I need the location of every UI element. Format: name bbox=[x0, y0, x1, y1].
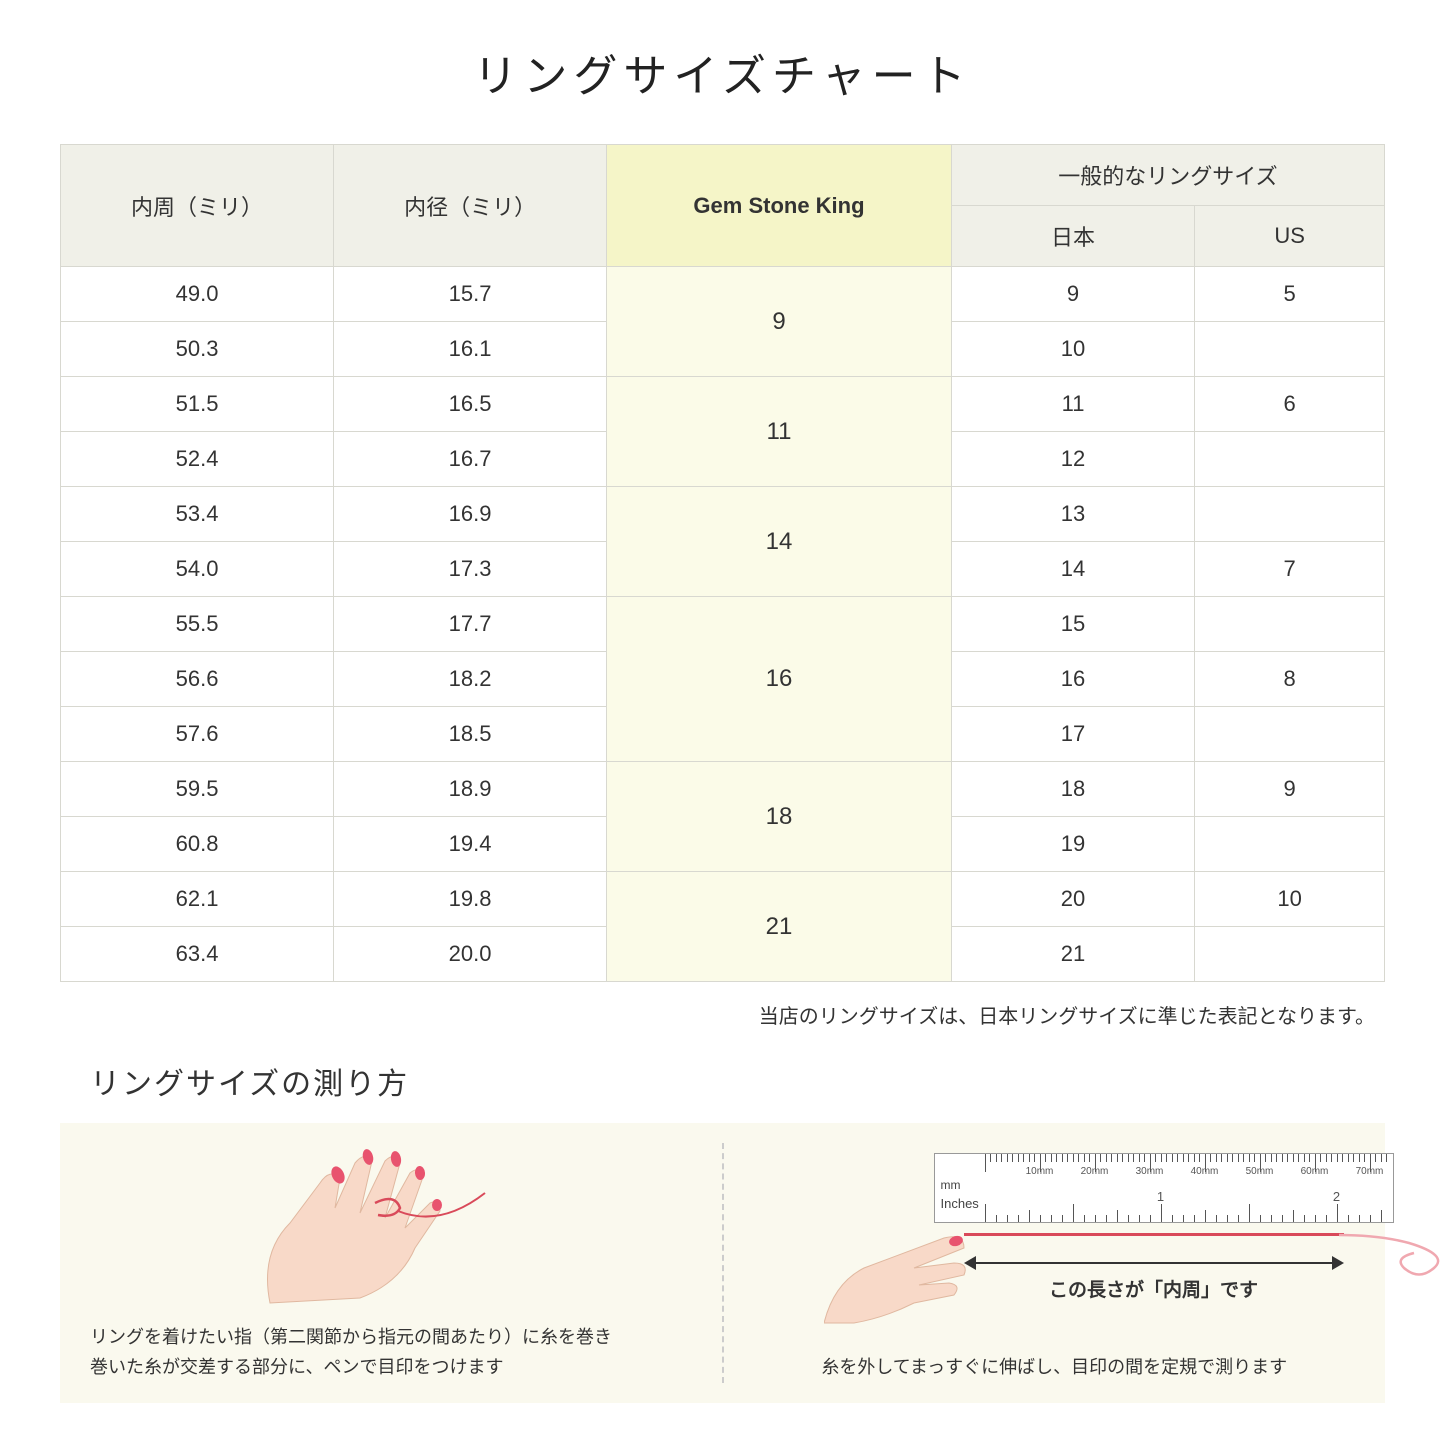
col-us: US bbox=[1195, 206, 1385, 267]
cell-diam: 18.9 bbox=[334, 762, 607, 817]
table-row: 53.416.91413 bbox=[61, 487, 1385, 542]
cell-circ: 49.0 bbox=[61, 267, 334, 322]
cell-us: 7 bbox=[1195, 542, 1385, 597]
thread-line bbox=[964, 1233, 1344, 1236]
cell-gsk: 11 bbox=[607, 377, 952, 487]
ruler-mm-label: mm bbox=[941, 1178, 961, 1192]
cell-gsk: 9 bbox=[607, 267, 952, 377]
cell-jp: 10 bbox=[951, 322, 1194, 377]
cell-gsk: 18 bbox=[607, 762, 952, 872]
cell-us: 8 bbox=[1195, 652, 1385, 707]
step-2-text: 糸を外してまっすぐに伸ばし、目印の間を定規で測ります bbox=[754, 1352, 1356, 1383]
cell-jp: 12 bbox=[951, 432, 1194, 487]
cell-circ: 55.5 bbox=[61, 597, 334, 652]
cell-us bbox=[1195, 487, 1385, 542]
col-gsk: Gem Stone King bbox=[607, 145, 952, 267]
cell-diam: 20.0 bbox=[334, 927, 607, 982]
cell-circ: 57.6 bbox=[61, 707, 334, 762]
table-row: 49.015.7995 bbox=[61, 267, 1385, 322]
cell-us: 5 bbox=[1195, 267, 1385, 322]
cell-jp: 20 bbox=[951, 872, 1194, 927]
step-1: リングを着けたい指（第二関節から指元の間あたり）に糸を巻き巻いた糸が交差する部分… bbox=[60, 1123, 722, 1403]
ruler-in-label: Inches bbox=[941, 1196, 979, 1211]
cell-jp: 14 bbox=[951, 542, 1194, 597]
cell-circ: 60.8 bbox=[61, 817, 334, 872]
ruler-icon: mm Inches 10mm20mm30mm40mm50mm60mm70mm12 bbox=[934, 1153, 1394, 1223]
measurement-label: この長さが「内周」です bbox=[964, 1275, 1344, 1302]
cell-us: 9 bbox=[1195, 762, 1385, 817]
cell-us bbox=[1195, 707, 1385, 762]
cell-diam: 16.9 bbox=[334, 487, 607, 542]
cell-jp: 11 bbox=[951, 377, 1194, 432]
cell-diam: 16.1 bbox=[334, 322, 607, 377]
cell-circ: 56.6 bbox=[61, 652, 334, 707]
cell-us bbox=[1195, 927, 1385, 982]
cell-circ: 63.4 bbox=[61, 927, 334, 982]
cell-diam: 18.2 bbox=[334, 652, 607, 707]
cell-gsk: 16 bbox=[607, 597, 952, 762]
hand-point-icon bbox=[824, 1213, 1004, 1333]
cell-diam: 15.7 bbox=[334, 267, 607, 322]
page-title: リングサイズチャート bbox=[60, 40, 1385, 104]
cell-jp: 9 bbox=[951, 267, 1194, 322]
cell-circ: 50.3 bbox=[61, 322, 334, 377]
cell-diam: 17.7 bbox=[334, 597, 607, 652]
table-row: 62.119.8212010 bbox=[61, 872, 1385, 927]
howto-title: リングサイズの測り方 bbox=[90, 1059, 1385, 1103]
cell-us bbox=[1195, 597, 1385, 652]
cell-circ: 53.4 bbox=[61, 487, 334, 542]
cell-jp: 13 bbox=[951, 487, 1194, 542]
cell-us bbox=[1195, 432, 1385, 487]
cell-circ: 51.5 bbox=[61, 377, 334, 432]
cell-gsk: 21 bbox=[607, 872, 952, 982]
col-japan: 日本 bbox=[951, 206, 1194, 267]
step-1-text: リングを着けたい指（第二関節から指元の間あたり）に糸を巻き巻いた糸が交差する部分… bbox=[90, 1322, 692, 1383]
cell-circ: 59.5 bbox=[61, 762, 334, 817]
cell-diam: 19.8 bbox=[334, 872, 607, 927]
col-diameter: 内径（ミリ） bbox=[334, 145, 607, 267]
cell-us bbox=[1195, 817, 1385, 872]
cell-us: 10 bbox=[1195, 872, 1385, 927]
cell-jp: 17 bbox=[951, 707, 1194, 762]
cell-circ: 62.1 bbox=[61, 872, 334, 927]
cell-gsk: 14 bbox=[607, 487, 952, 597]
cell-diam: 16.7 bbox=[334, 432, 607, 487]
cell-circ: 54.0 bbox=[61, 542, 334, 597]
table-row: 55.517.71615 bbox=[61, 597, 1385, 652]
cell-jp: 15 bbox=[951, 597, 1194, 652]
table-row: 51.516.511116 bbox=[61, 377, 1385, 432]
cell-diam: 19.4 bbox=[334, 817, 607, 872]
ruler-in-mark: 2 bbox=[1333, 1189, 1340, 1204]
col-circumference: 内周（ミリ） bbox=[61, 145, 334, 267]
cell-jp: 19 bbox=[951, 817, 1194, 872]
thread-curl-icon bbox=[1339, 1213, 1445, 1283]
cell-circ: 52.4 bbox=[61, 432, 334, 487]
cell-us bbox=[1195, 322, 1385, 377]
step-2: mm Inches 10mm20mm30mm40mm50mm60mm70mm12… bbox=[724, 1123, 1386, 1403]
ruler-in-mark: 1 bbox=[1157, 1189, 1164, 1204]
cell-us: 6 bbox=[1195, 377, 1385, 432]
cell-diam: 17.3 bbox=[334, 542, 607, 597]
cell-jp: 21 bbox=[951, 927, 1194, 982]
cell-jp: 16 bbox=[951, 652, 1194, 707]
cell-diam: 16.5 bbox=[334, 377, 607, 432]
col-general: 一般的なリングサイズ bbox=[951, 145, 1384, 206]
size-chart-table: 内周（ミリ） 内径（ミリ） Gem Stone King 一般的なリングサイズ … bbox=[60, 144, 1385, 982]
cell-jp: 18 bbox=[951, 762, 1194, 817]
measurement-arrow bbox=[964, 1253, 1344, 1273]
chart-note: 当店のリングサイズは、日本リングサイズに準じた表記となります。 bbox=[60, 1000, 1375, 1029]
table-row: 59.518.918189 bbox=[61, 762, 1385, 817]
instructions-panel: リングを着けたい指（第二関節から指元の間あたり）に糸を巻き巻いた糸が交差する部分… bbox=[60, 1123, 1385, 1403]
hand-wrap-icon bbox=[240, 1133, 500, 1313]
cell-diam: 18.5 bbox=[334, 707, 607, 762]
